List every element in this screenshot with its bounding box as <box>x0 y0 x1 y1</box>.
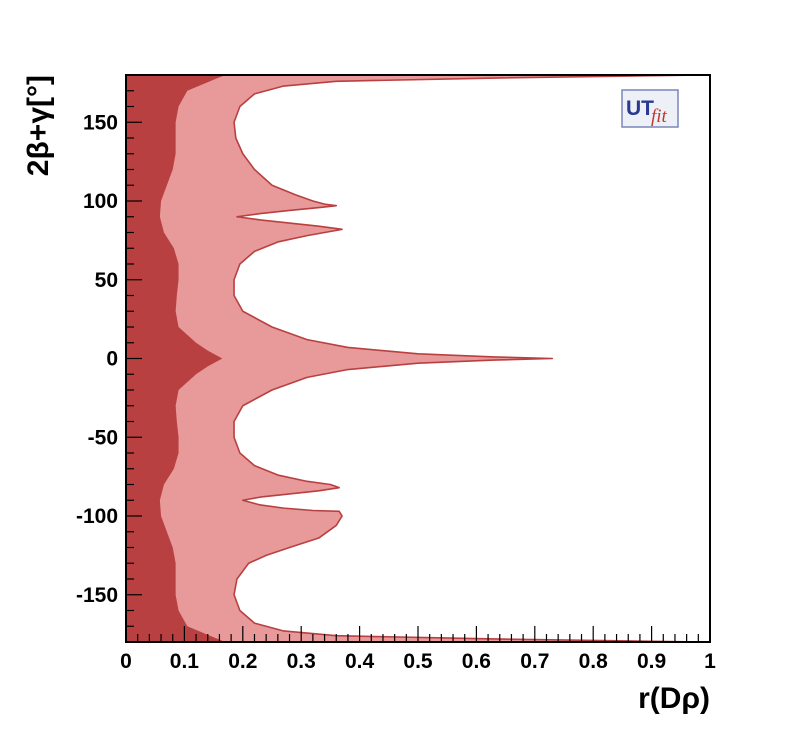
y-tick-label: 150 <box>83 111 118 134</box>
x-tick-label: 0.9 <box>637 650 666 673</box>
y-tick-label: 0 <box>106 348 118 371</box>
x-tick-label: 0.7 <box>520 650 549 673</box>
logo-text-ut: UT <box>626 97 654 120</box>
y-tick-label: 100 <box>83 190 118 213</box>
x-tick-label: 0 <box>120 650 132 673</box>
x-tick-label: 0.4 <box>345 650 375 673</box>
utfit-logo: UT fit <box>622 90 678 127</box>
x-axis-title: r(Dρ) <box>638 682 710 715</box>
y-tick-label: -100 <box>76 505 118 528</box>
x-tick-label: 0.1 <box>170 650 200 673</box>
x-tick-label: 0.6 <box>462 650 491 673</box>
x-tick-label: 1 <box>704 650 716 673</box>
y-tick-label: -150 <box>76 584 118 607</box>
y-tick-label: -50 <box>88 426 118 449</box>
y-tick-label: 50 <box>95 269 118 292</box>
x-tick-label: 0.3 <box>287 650 316 673</box>
x-tick-label: 0.2 <box>228 650 257 673</box>
y-axis-title: 2β+γ[°] <box>22 75 55 176</box>
logo-text-fit: fit <box>651 106 668 127</box>
x-tick-label: 0.8 <box>579 650 609 673</box>
x-tick-label: 0.5 <box>403 650 433 673</box>
